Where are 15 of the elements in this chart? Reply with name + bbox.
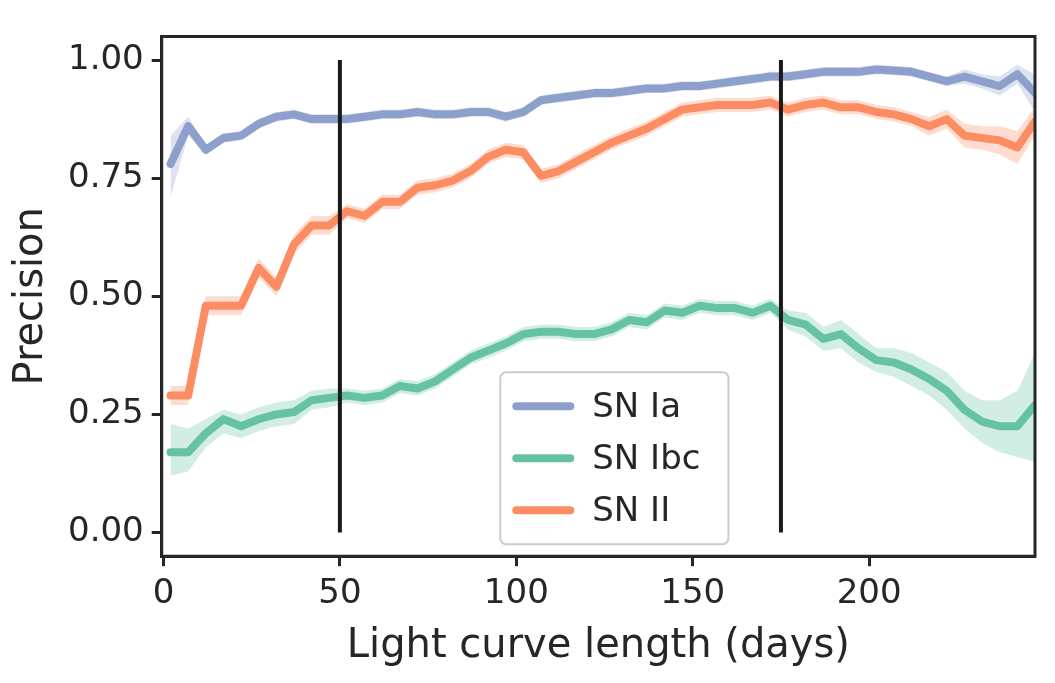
legend-label: SN Ibc xyxy=(592,437,701,478)
x-tick-label: 200 xyxy=(836,571,902,612)
y-tick-label: 1.00 xyxy=(68,36,144,77)
y-tick-label: 0.75 xyxy=(68,154,144,195)
x-tick-label: 0 xyxy=(152,571,175,612)
x-axis-title: Light curve length (days) xyxy=(346,620,850,667)
y-tick-label: 0.50 xyxy=(68,273,144,314)
legend-label: SN II xyxy=(592,489,671,530)
y-axis-title: Precision xyxy=(5,207,52,386)
y-tick-label: 0.25 xyxy=(68,391,144,432)
y-tick-label: 0.00 xyxy=(68,509,144,550)
legend-label: SN Ia xyxy=(592,385,681,426)
x-tick-label: 50 xyxy=(318,571,362,612)
x-tick-label: 150 xyxy=(660,571,726,612)
x-tick-label: 100 xyxy=(483,571,549,612)
